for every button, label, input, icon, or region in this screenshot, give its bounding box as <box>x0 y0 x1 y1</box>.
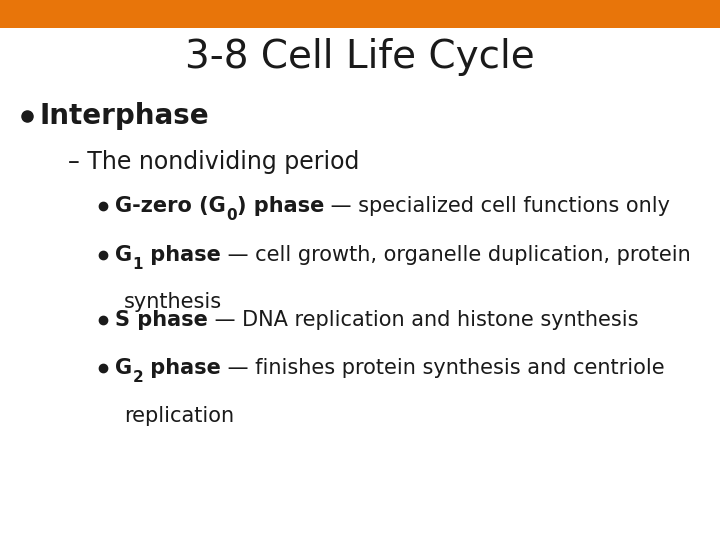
Text: 3-8 Cell Life Cycle: 3-8 Cell Life Cycle <box>185 38 535 76</box>
Text: — specialized cell functions only: — specialized cell functions only <box>324 196 670 217</box>
Text: phase: phase <box>143 358 221 379</box>
Text: Interphase: Interphase <box>40 102 210 130</box>
Text: — cell growth, organelle duplication, protein: — cell growth, organelle duplication, pr… <box>221 245 690 265</box>
Text: – The nondividing period: – The nondividing period <box>68 150 360 174</box>
Text: G-zero (G: G-zero (G <box>115 196 226 217</box>
Text: phase: phase <box>143 245 221 265</box>
Text: — finishes protein synthesis and centriole: — finishes protein synthesis and centrio… <box>221 358 665 379</box>
Text: 0: 0 <box>226 208 237 224</box>
Text: 2: 2 <box>132 370 143 386</box>
Text: G: G <box>115 358 132 379</box>
Text: 1: 1 <box>132 257 143 272</box>
Text: synthesis: synthesis <box>124 292 222 313</box>
Text: replication: replication <box>124 406 234 426</box>
Text: S phase: S phase <box>115 309 208 330</box>
Text: — DNA replication and histone synthesis: — DNA replication and histone synthesis <box>208 309 639 330</box>
Text: ) phase: ) phase <box>237 196 324 217</box>
Text: G: G <box>115 245 132 265</box>
